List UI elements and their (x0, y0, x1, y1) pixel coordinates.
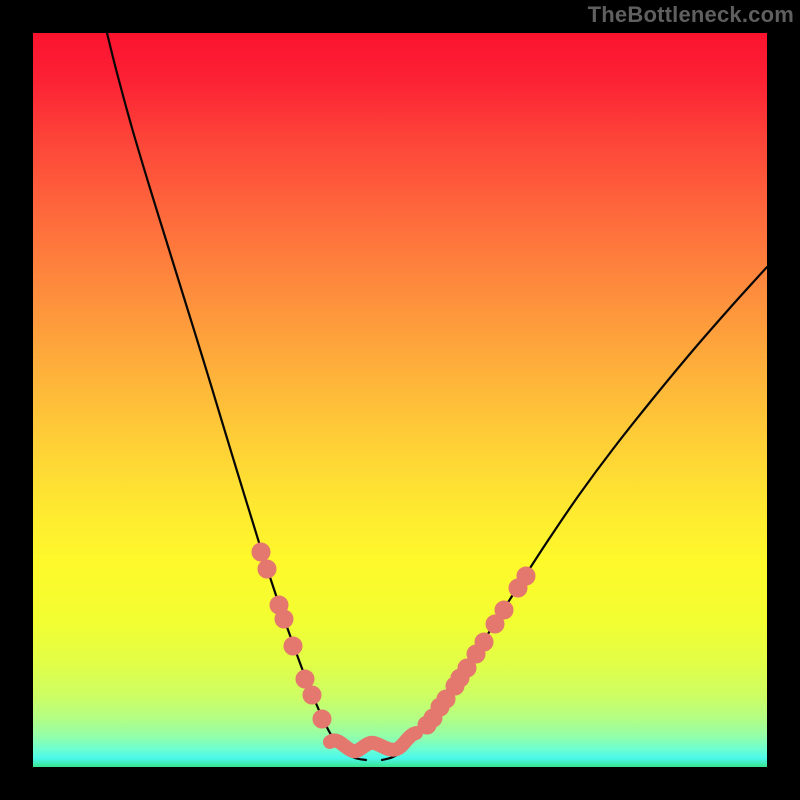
marker-dot-left (258, 560, 276, 578)
marker-dot-left (252, 543, 270, 561)
marker-dot-left (284, 637, 302, 655)
marker-dot-right (517, 567, 535, 585)
watermark-text: TheBottleneck.com (588, 2, 794, 28)
chart-svg (33, 33, 767, 767)
marker-dot-right (475, 633, 493, 651)
gradient-background (33, 33, 767, 767)
marker-dot-left (275, 610, 293, 628)
chart-frame: TheBottleneck.com (0, 0, 800, 800)
marker-dot-right (495, 601, 513, 619)
marker-dot-left (296, 670, 314, 688)
marker-dot-left (313, 710, 331, 728)
plot-area (33, 33, 767, 767)
marker-dot-left (303, 686, 321, 704)
